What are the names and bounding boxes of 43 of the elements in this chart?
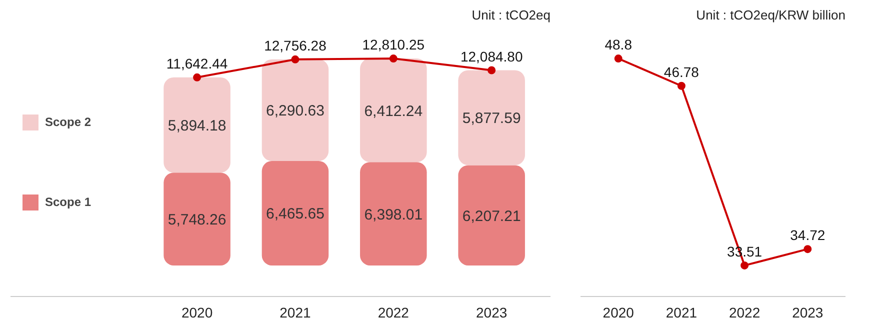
data-label: 12,756.28	[264, 37, 327, 54]
bar	[360, 58, 427, 162]
text: Unit : tCO2eq/KRW billion	[696, 8, 846, 22]
point	[488, 66, 496, 74]
data-label: 48.8	[604, 36, 632, 53]
data-label: 6,398.01	[364, 206, 423, 224]
bar	[262, 161, 329, 266]
data-label: 5,894.18	[168, 118, 226, 135]
point	[740, 261, 749, 270]
data-label: 5,748.26	[168, 212, 226, 229]
data-label: 46.78	[664, 64, 700, 80]
x-tick-label: 2021	[280, 304, 312, 320]
x-tick-label: 2022	[728, 304, 760, 320]
x-tick-label: 2021	[666, 304, 698, 320]
x-tick-label: 2020	[602, 304, 634, 320]
bar	[262, 59, 329, 162]
data-label: 6,207.21	[462, 208, 521, 225]
point	[389, 54, 398, 63]
bar	[164, 77, 230, 173]
data-label: 6,290.63	[266, 102, 324, 120]
x-tick-label: 2022	[378, 304, 410, 320]
point	[614, 54, 622, 63]
data-label: 34.72	[790, 227, 826, 244]
x-tick-label: 2020	[181, 304, 213, 320]
data-label: 6,412.24	[364, 102, 423, 120]
bar	[458, 70, 525, 166]
data-label: 6,465.65	[266, 206, 324, 223]
point	[193, 73, 202, 82]
point	[804, 245, 812, 254]
data-label: 5,877.59	[462, 110, 521, 128]
data-label: 12,810.25	[362, 36, 425, 53]
legend-label: Scope 1	[45, 194, 92, 208]
bar	[164, 172, 230, 266]
data-label: 12,084.80	[460, 48, 523, 64]
x-tick-label: 2023	[476, 304, 508, 320]
bar	[458, 165, 525, 266]
point	[677, 82, 686, 90]
data-label: 11,642.44	[166, 55, 228, 72]
x-tick-label: 2023	[792, 304, 824, 320]
point	[291, 55, 300, 64]
annotation: Unit : tCO2eq	[472, 8, 551, 22]
bar	[360, 162, 427, 266]
legend-label: Scope 2	[45, 114, 92, 128]
